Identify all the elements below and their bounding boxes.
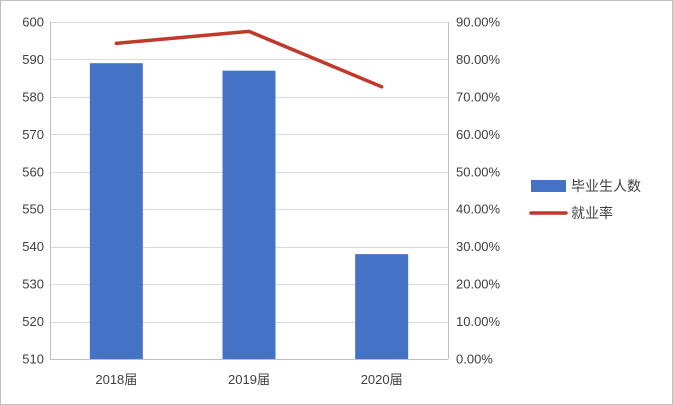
left-tick-label: 570 — [22, 127, 44, 142]
left-tick-label: 530 — [22, 277, 44, 292]
right-axis-ticks: 0.00% 10.00% 20.00% 30.00% 40.00% 50.00% 60.00… — [456, 15, 501, 367]
right-tick-label: 20.00% — [456, 277, 501, 292]
left-tick-label: 550 — [22, 202, 44, 217]
right-tick-label: 70.00% — [456, 89, 501, 104]
left-tick-label: 520 — [22, 314, 44, 329]
right-tick-label: 30.00% — [456, 239, 501, 254]
left-tick-label: 510 — [22, 352, 44, 367]
right-tick-label: 40.00% — [456, 202, 501, 217]
line-series — [114, 29, 384, 89]
right-tick-label: 50.00% — [456, 164, 501, 179]
axes — [50, 22, 449, 360]
bar-2020届 — [355, 254, 409, 359]
right-tick-label: 90.00% — [456, 15, 501, 30]
right-tick-label: 0.00% — [456, 352, 493, 367]
bar-series — [89, 63, 409, 359]
category-axis-ticks: 2018届 2019届 2020届 — [95, 372, 402, 387]
legend-swatch-bar — [531, 180, 566, 192]
bar-2018届 — [89, 63, 143, 359]
left-tick-label: 590 — [22, 52, 44, 67]
bar-2019届 — [222, 70, 276, 359]
category-tick-label: 2019届 — [228, 372, 270, 387]
right-tick-label: 10.00% — [456, 314, 501, 329]
category-tick-label: 2020届 — [361, 372, 403, 387]
left-tick-label: 580 — [22, 89, 44, 104]
legend-label: 毕业生人数 — [571, 179, 641, 195]
left-tick-label: 560 — [22, 164, 44, 179]
legend-label: 就业率 — [571, 205, 613, 222]
left-tick-label: 540 — [22, 239, 44, 254]
category-tick-label: 2018届 — [95, 372, 137, 387]
left-tick-label: 600 — [22, 15, 44, 30]
left-axis-ticks: 510 520 530 540 550 560 570 580 590 600 — [22, 15, 44, 367]
right-tick-label: 80.00% — [456, 52, 501, 67]
right-tick-label: 60.00% — [456, 127, 501, 142]
